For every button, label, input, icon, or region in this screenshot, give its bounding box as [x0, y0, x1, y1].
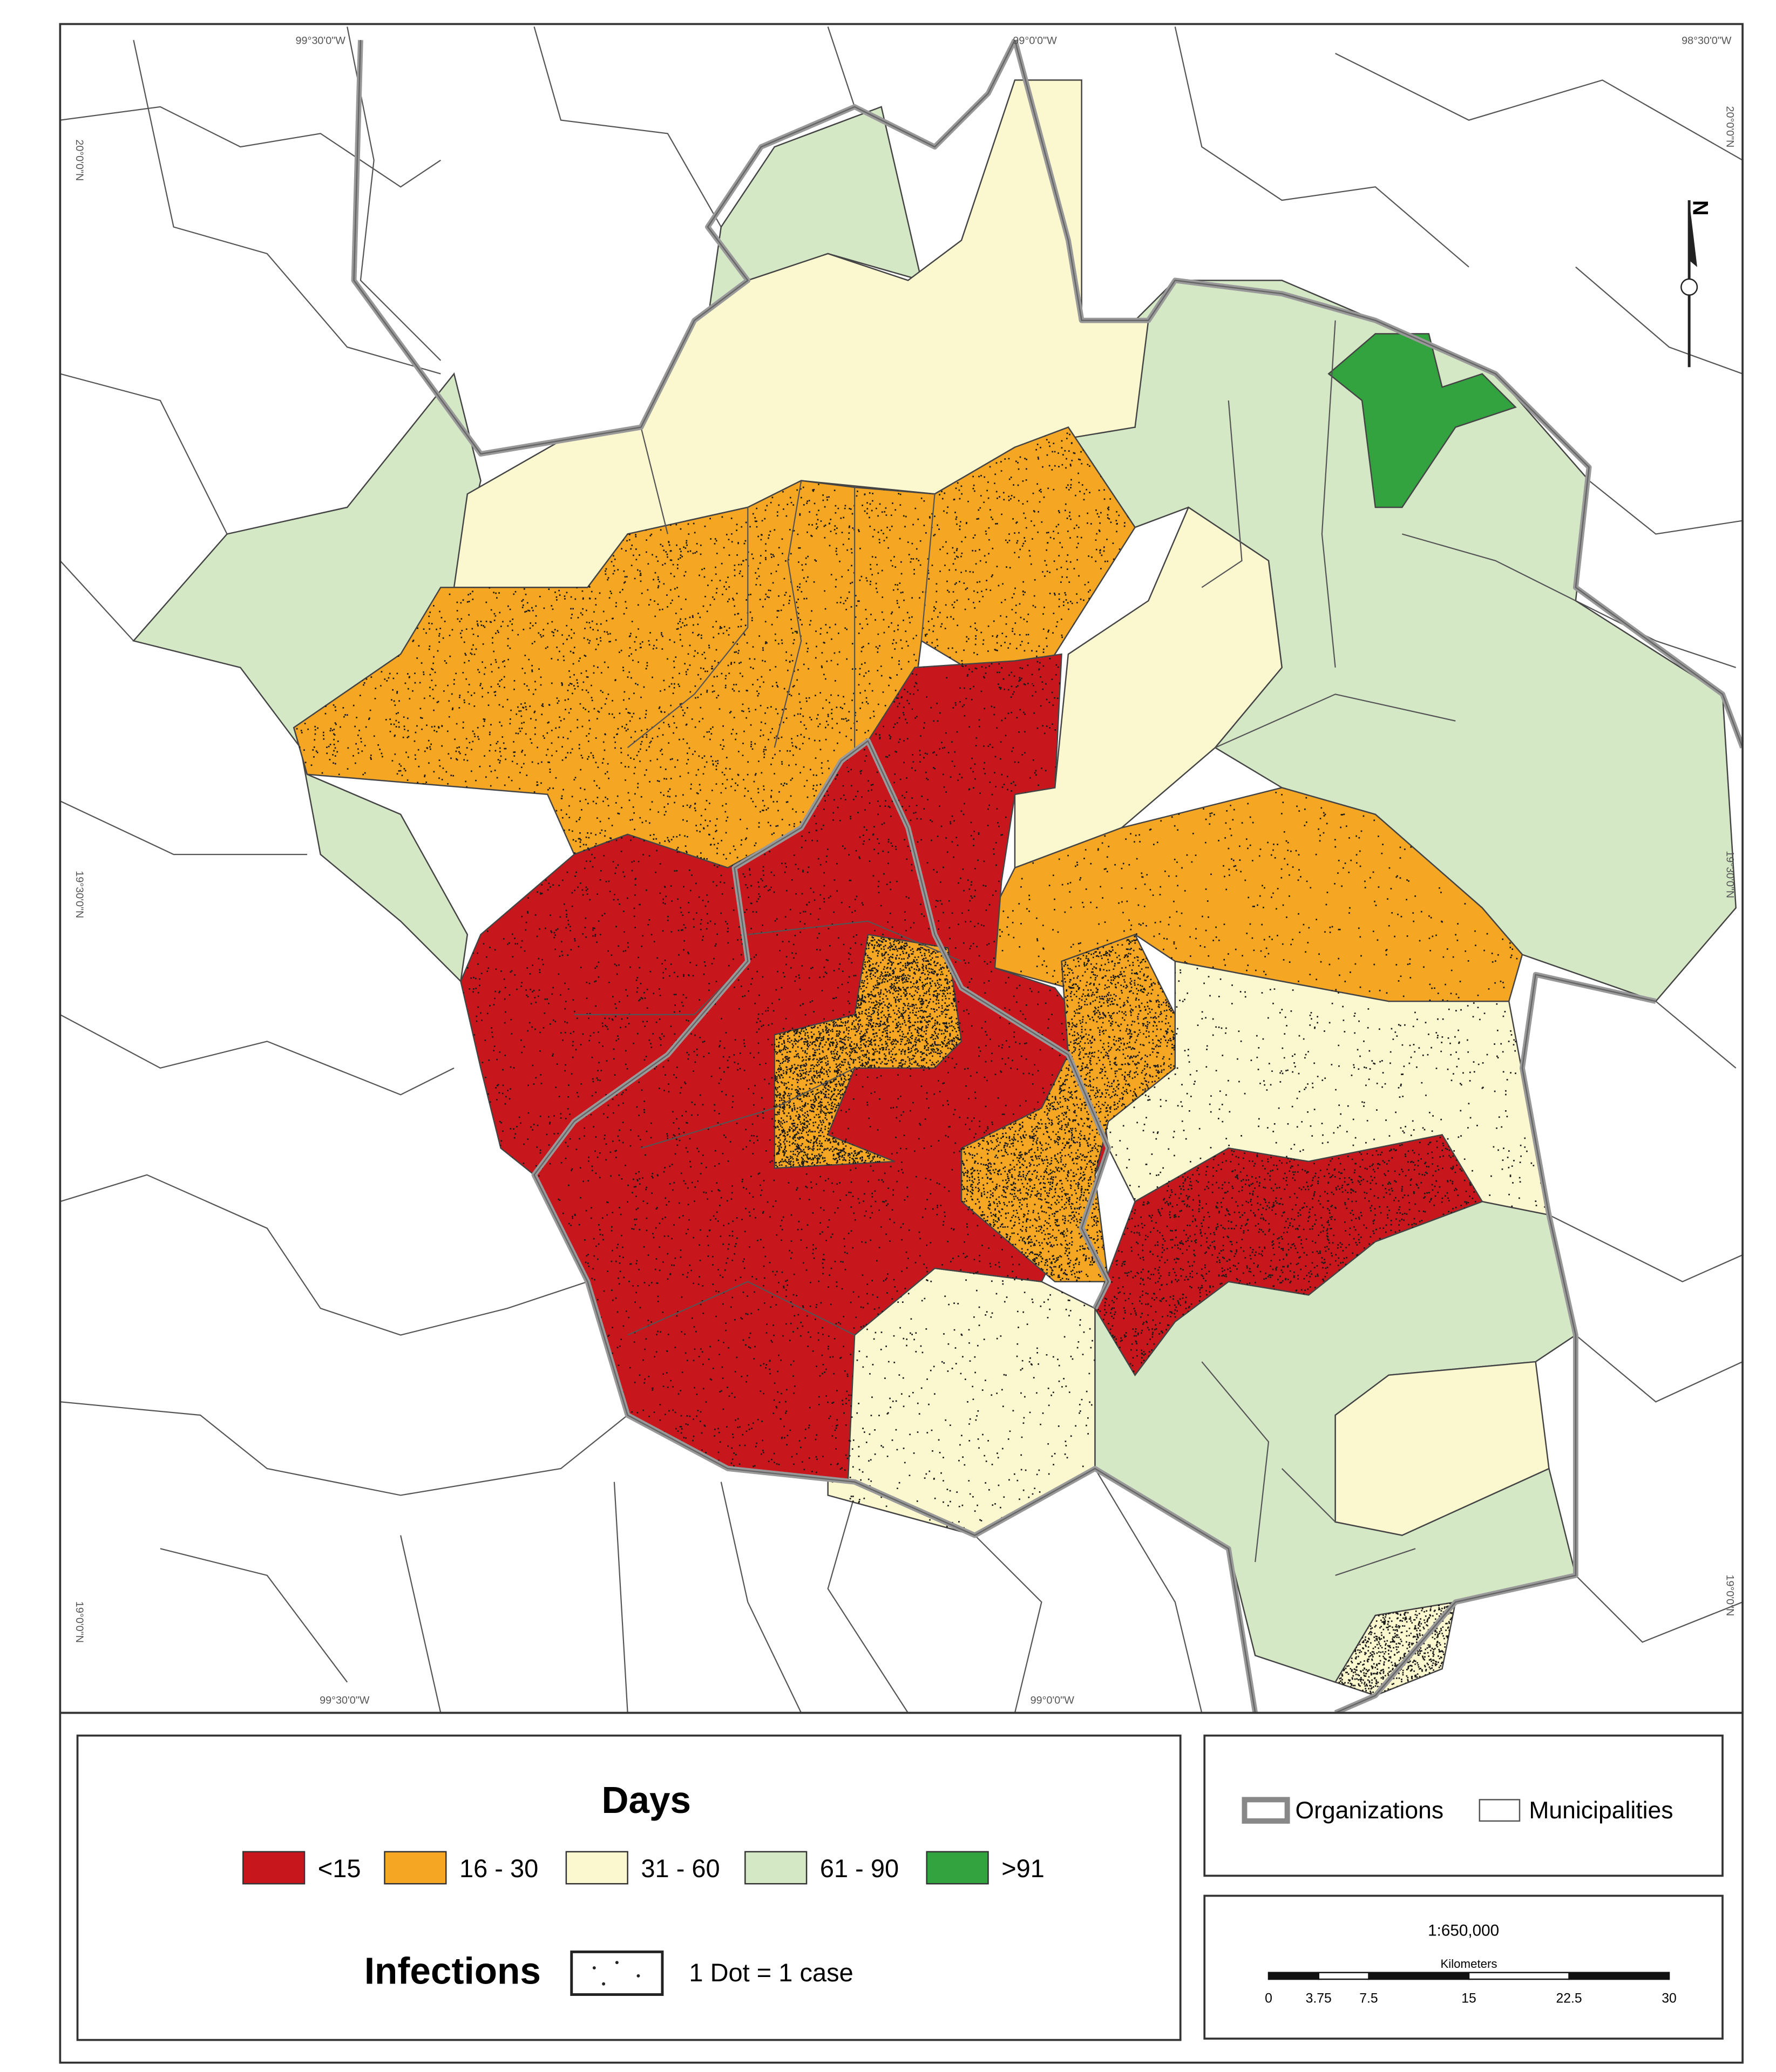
coord-label: 20°0'0"N	[73, 139, 85, 181]
coord-label: 99°30'0"W	[320, 1694, 370, 1706]
class-swatch	[384, 1852, 446, 1884]
coord-label: 19°0'0"N	[73, 1601, 85, 1643]
scale-tick-label: 30	[1662, 1991, 1677, 2006]
organizations-label: Organizations	[1295, 1797, 1443, 1824]
organization-swatch	[1244, 1799, 1287, 1821]
dot-note: 1 Dot = 1 case	[689, 1958, 853, 1987]
municipality-swatch	[1480, 1799, 1520, 1821]
coord-label: 20°0'0"N	[1724, 106, 1736, 148]
scale-tick-label: 7.5	[1359, 1991, 1378, 2006]
scale-tick-label: 0	[1265, 1991, 1272, 2006]
north-label: N	[1689, 200, 1712, 216]
scale-bar-segment	[1319, 1973, 1369, 1979]
class-label: >91	[1001, 1854, 1045, 1883]
coord-label: 99°0'0"W	[1031, 1694, 1075, 1706]
dot-swatch	[572, 1952, 662, 1994]
coord-label: 99°0'0"W	[1013, 35, 1057, 47]
class-swatch	[566, 1852, 628, 1884]
scale-tick-label: 15	[1461, 1991, 1476, 2006]
infections-title: Infections	[364, 1950, 541, 1992]
class-label: 61 - 90	[820, 1854, 899, 1883]
class-label: 31 - 60	[641, 1854, 720, 1883]
coord-label: 19°30'0"N	[73, 871, 85, 918]
class-swatch	[243, 1852, 304, 1884]
scale-bar-segment	[1469, 1973, 1569, 1979]
coord-label: 19°0'0"N	[1724, 1574, 1736, 1616]
class-label: <15	[318, 1854, 361, 1883]
coord-label: 99°30'0"W	[296, 35, 346, 47]
class-swatch	[927, 1852, 988, 1884]
legend-title: Days	[602, 1779, 692, 1821]
coord-label: 19°30'0"N	[1724, 851, 1736, 898]
class-swatch	[745, 1852, 806, 1884]
scale-ratio: 1:650,000	[1428, 1922, 1499, 1940]
scale-unit: Kilometers	[1440, 1957, 1497, 1971]
coord-label: 98°30'0"W	[1682, 35, 1732, 47]
scale-tick-label: 3.75	[1306, 1991, 1332, 2006]
scale-tick-label: 22.5	[1556, 1991, 1582, 2006]
municipalities-label: Municipalities	[1529, 1797, 1673, 1824]
class-label: 16 - 30	[459, 1854, 538, 1883]
